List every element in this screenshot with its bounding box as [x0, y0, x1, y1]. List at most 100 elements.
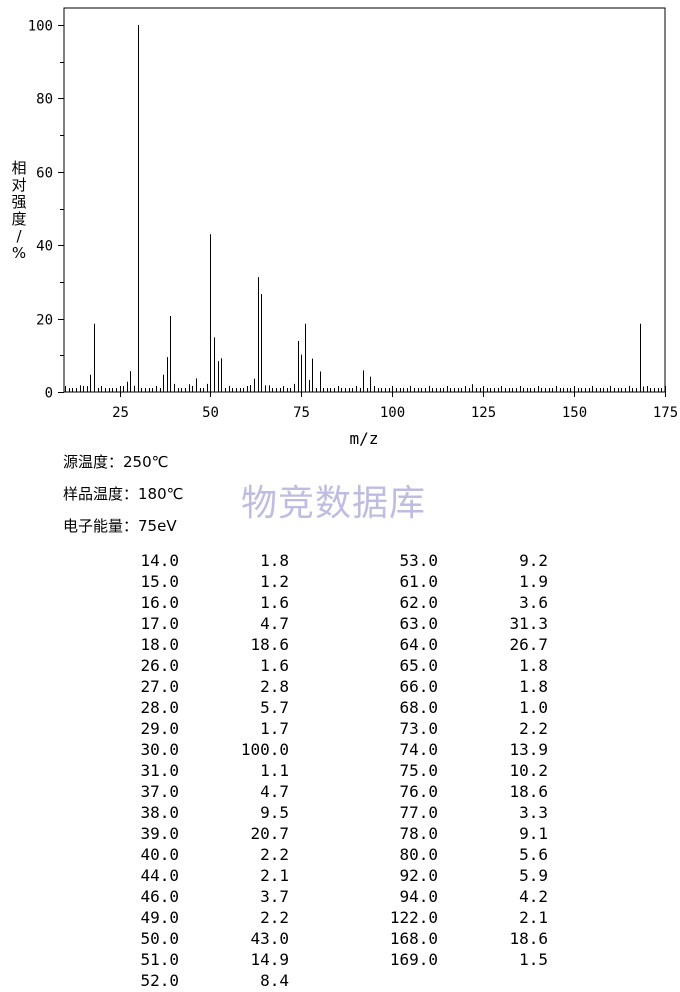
table-row: 31.0 1.1 75.0 10.2	[0, 761, 680, 782]
source-temperature: 源温度：250℃	[63, 453, 169, 471]
mz-value: 15.0	[140, 572, 179, 591]
table-row: 15.0 1.2 61.0 1.9	[0, 572, 680, 593]
plot-frame	[63, 7, 666, 393]
mz-value: 30.0	[140, 740, 179, 759]
mz-value: 168.0	[389, 929, 438, 948]
intensity-value: 4.2	[519, 887, 548, 906]
y-tick-label: 80	[36, 92, 53, 108]
intensity-value: 14.9	[250, 950, 289, 969]
table-row: 17.0 4.7 63.0 31.3	[0, 614, 680, 635]
intensity-value: 2.2	[519, 719, 548, 738]
table-row: 14.0 1.8 53.0 9.2	[0, 551, 680, 572]
mz-value: 31.0	[140, 761, 179, 780]
x-tick-label: 125	[471, 405, 496, 421]
mz-value: 63.0	[399, 614, 438, 633]
mz-value: 75.0	[399, 761, 438, 780]
x-minor-ticks	[65, 386, 666, 392]
intensity-value: 2.2	[260, 845, 289, 864]
mz-value: 28.0	[140, 698, 179, 717]
mz-value: 94.0	[399, 887, 438, 906]
mz-value: 44.0	[140, 866, 179, 885]
table-row: 44.0 2.1 92.0 5.9	[0, 866, 680, 887]
mz-value: 62.0	[399, 593, 438, 612]
mz-value: 51.0	[140, 950, 179, 969]
mz-value: 61.0	[399, 572, 438, 591]
electron-energy: 电子能量：75eV	[63, 517, 177, 535]
mz-value: 74.0	[399, 740, 438, 759]
table-row: 26.0 1.6 65.0 1.8	[0, 656, 680, 677]
table-row: 46.0 3.7 94.0 4.2	[0, 887, 680, 908]
table-row: 50.0 43.0 168.0 18.6	[0, 929, 680, 950]
y-tick-label: 0	[45, 386, 53, 402]
mz-value: 40.0	[140, 845, 179, 864]
table-row: 30.0 100.0 74.0 13.9	[0, 740, 680, 761]
mz-value: 77.0	[399, 803, 438, 822]
intensity-value: 1.8	[519, 677, 548, 696]
mz-value: 16.0	[140, 593, 179, 612]
x-axis-label: m/z	[350, 429, 379, 448]
intensity-value: 2.1	[519, 908, 548, 927]
y-tick-label: 60	[36, 166, 53, 182]
intensity-value: 9.5	[260, 803, 289, 822]
intensity-value: 26.7	[509, 635, 548, 654]
x-tick-label: 75	[293, 405, 310, 421]
intensity-value: 4.7	[260, 782, 289, 801]
x-tick-label: 175	[653, 405, 678, 421]
mz-value: 50.0	[140, 929, 179, 948]
mz-value: 37.0	[140, 782, 179, 801]
intensity-value: 9.2	[519, 551, 548, 570]
y-tick-label: 40	[36, 239, 53, 255]
mz-value: 53.0	[399, 551, 438, 570]
intensity-value: 18.6	[250, 635, 289, 654]
intensity-value: 1.5	[519, 950, 548, 969]
x-tick-label: 150	[562, 405, 587, 421]
intensity-value: 1.9	[519, 572, 548, 591]
mz-value: 26.0	[140, 656, 179, 675]
intensity-value: 10.2	[509, 761, 548, 780]
intensity-value: 13.9	[509, 740, 548, 759]
intensity-value: 43.0	[250, 929, 289, 948]
intensity-value: 20.7	[250, 824, 289, 843]
table-row: 37.0 4.7 76.0 18.6	[0, 782, 680, 803]
y-tick-label: 100	[28, 19, 53, 35]
intensity-value: 2.1	[260, 866, 289, 885]
sample-temperature: 样品温度：180℃	[63, 485, 184, 503]
intensity-value: 1.1	[260, 761, 289, 780]
mz-value: 64.0	[399, 635, 438, 654]
mz-value: 18.0	[140, 635, 179, 654]
intensity-value: 5.9	[519, 866, 548, 885]
mz-value: 169.0	[389, 950, 438, 969]
intensity-value: 8.4	[260, 971, 289, 990]
intensity-value: 3.6	[519, 593, 548, 612]
mz-value: 76.0	[399, 782, 438, 801]
mz-value: 17.0	[140, 614, 179, 633]
intensity-value: 3.7	[260, 887, 289, 906]
mz-value: 14.0	[140, 551, 179, 570]
mz-value: 68.0	[399, 698, 438, 717]
intensity-value: 18.6	[509, 929, 548, 948]
table-row: 27.0 2.8 66.0 1.8	[0, 677, 680, 698]
x-tick-label: 50	[202, 405, 219, 421]
intensity-value: 2.8	[260, 677, 289, 696]
table-row: 49.0 2.2 122.0 2.1	[0, 908, 680, 929]
x-tick-label: 25	[112, 405, 129, 421]
x-major-ticks: 25 50 75 100 125 150 175	[112, 392, 678, 421]
mz-value: 38.0	[140, 803, 179, 822]
peak-bars	[80, 25, 644, 392]
mz-value: 92.0	[399, 866, 438, 885]
intensity-value: 5.6	[519, 845, 548, 864]
intensity-value: 1.6	[260, 593, 289, 612]
table-row: 40.0 2.2 80.0 5.6	[0, 845, 680, 866]
intensity-value: 1.8	[260, 551, 289, 570]
mz-value: 39.0	[140, 824, 179, 843]
intensity-value: 1.0	[519, 698, 548, 717]
mz-value: 122.0	[389, 908, 438, 927]
table-row: 39.0 20.7 78.0 9.1	[0, 824, 680, 845]
mz-value: 46.0	[140, 887, 179, 906]
watermark-text: 物竞数据库	[241, 483, 427, 524]
table-row: 29.0 1.7 73.0 2.2	[0, 719, 680, 740]
table-row: 52.0 8.4	[0, 971, 680, 992]
intensity-value: 4.7	[260, 614, 289, 633]
mz-value: 27.0	[140, 677, 179, 696]
table-row: 18.0 18.6 64.0 26.7	[0, 635, 680, 656]
